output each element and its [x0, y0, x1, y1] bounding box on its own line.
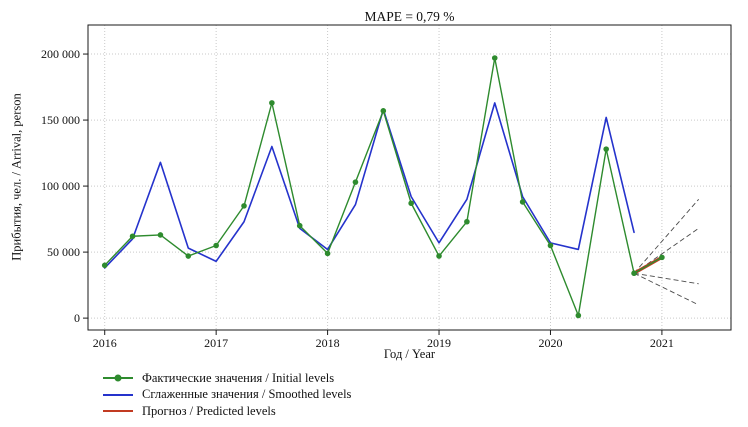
series-line-0 — [104, 57, 663, 317]
legend-label-initial-levels: Фактические значения / Initial levels — [142, 370, 335, 385]
y-tick-label: 0 — [74, 311, 80, 325]
legend-swatch-predicted-levels — [103, 410, 133, 413]
data-point-marker — [185, 253, 192, 259]
x-tick-label: 2017 — [204, 336, 228, 350]
y-tick-label: 100 000 — [41, 179, 80, 193]
data-point-marker — [101, 262, 108, 269]
data-point-marker — [659, 254, 665, 261]
y-tick-label: 50 000 — [47, 245, 80, 259]
legend-label-predicted-levels: Прогноз / Predicted levels — [142, 403, 276, 418]
data-point-marker — [129, 233, 136, 240]
data-point-marker — [491, 55, 498, 61]
data-point-marker — [296, 222, 303, 229]
data-point-marker — [213, 242, 219, 249]
data-point-marker — [269, 100, 275, 106]
data-point-marker — [157, 232, 164, 238]
data-point-marker — [575, 312, 582, 319]
data-point-marker — [464, 218, 470, 225]
data-point-marker — [603, 146, 609, 152]
x-tick-label: 2018 — [316, 336, 340, 350]
x-tick-label: 2021 — [650, 336, 674, 350]
x-tick-label: 2016 — [93, 336, 117, 350]
legend-swatch-smoothed-levels — [103, 393, 133, 396]
y-tick-label: 150 000 — [41, 113, 80, 127]
data-point-marker — [408, 200, 414, 207]
data-point-marker — [436, 253, 442, 259]
legend-item-predicted-levels: Прогноз / Predicted levels — [103, 404, 351, 419]
legend-item-smoothed-levels: Сглаженные значения / Smoothed levels — [103, 387, 352, 403]
data-point-marker — [519, 199, 526, 205]
forecast-interval-line — [633, 272, 699, 306]
forecast-interval-line — [633, 272, 699, 285]
forecast-interval-line — [633, 227, 699, 274]
legend-label-smoothed-levels: Сглаженные значения / Smoothed levels — [142, 387, 352, 402]
y-tick-label: 200 000 — [41, 47, 80, 61]
data-point-marker — [631, 270, 637, 277]
plot-frame — [87, 24, 732, 331]
x-tick-label: 2020 — [538, 336, 562, 350]
chart-title: MAPE = 0,79 % — [364, 9, 455, 24]
data-point-marker — [241, 203, 247, 209]
series-line-1 — [103, 102, 635, 269]
data-point-marker — [352, 179, 359, 185]
data-point-marker — [324, 250, 331, 257]
legend-item-initial-levels: Фактические значения / Initial levels — [103, 371, 351, 386]
legend: Фактические значения / Initial levels Сг… — [103, 371, 351, 419]
legend-marker-dot — [114, 374, 122, 382]
x-tick-label: 2019 — [427, 336, 451, 350]
x-axis-label: Год / Year — [383, 347, 436, 361]
legend-swatch-initial-levels — [103, 374, 133, 382]
data-point-marker — [547, 242, 554, 249]
forecast-interval-line — [633, 198, 700, 274]
data-point-marker — [380, 108, 387, 114]
